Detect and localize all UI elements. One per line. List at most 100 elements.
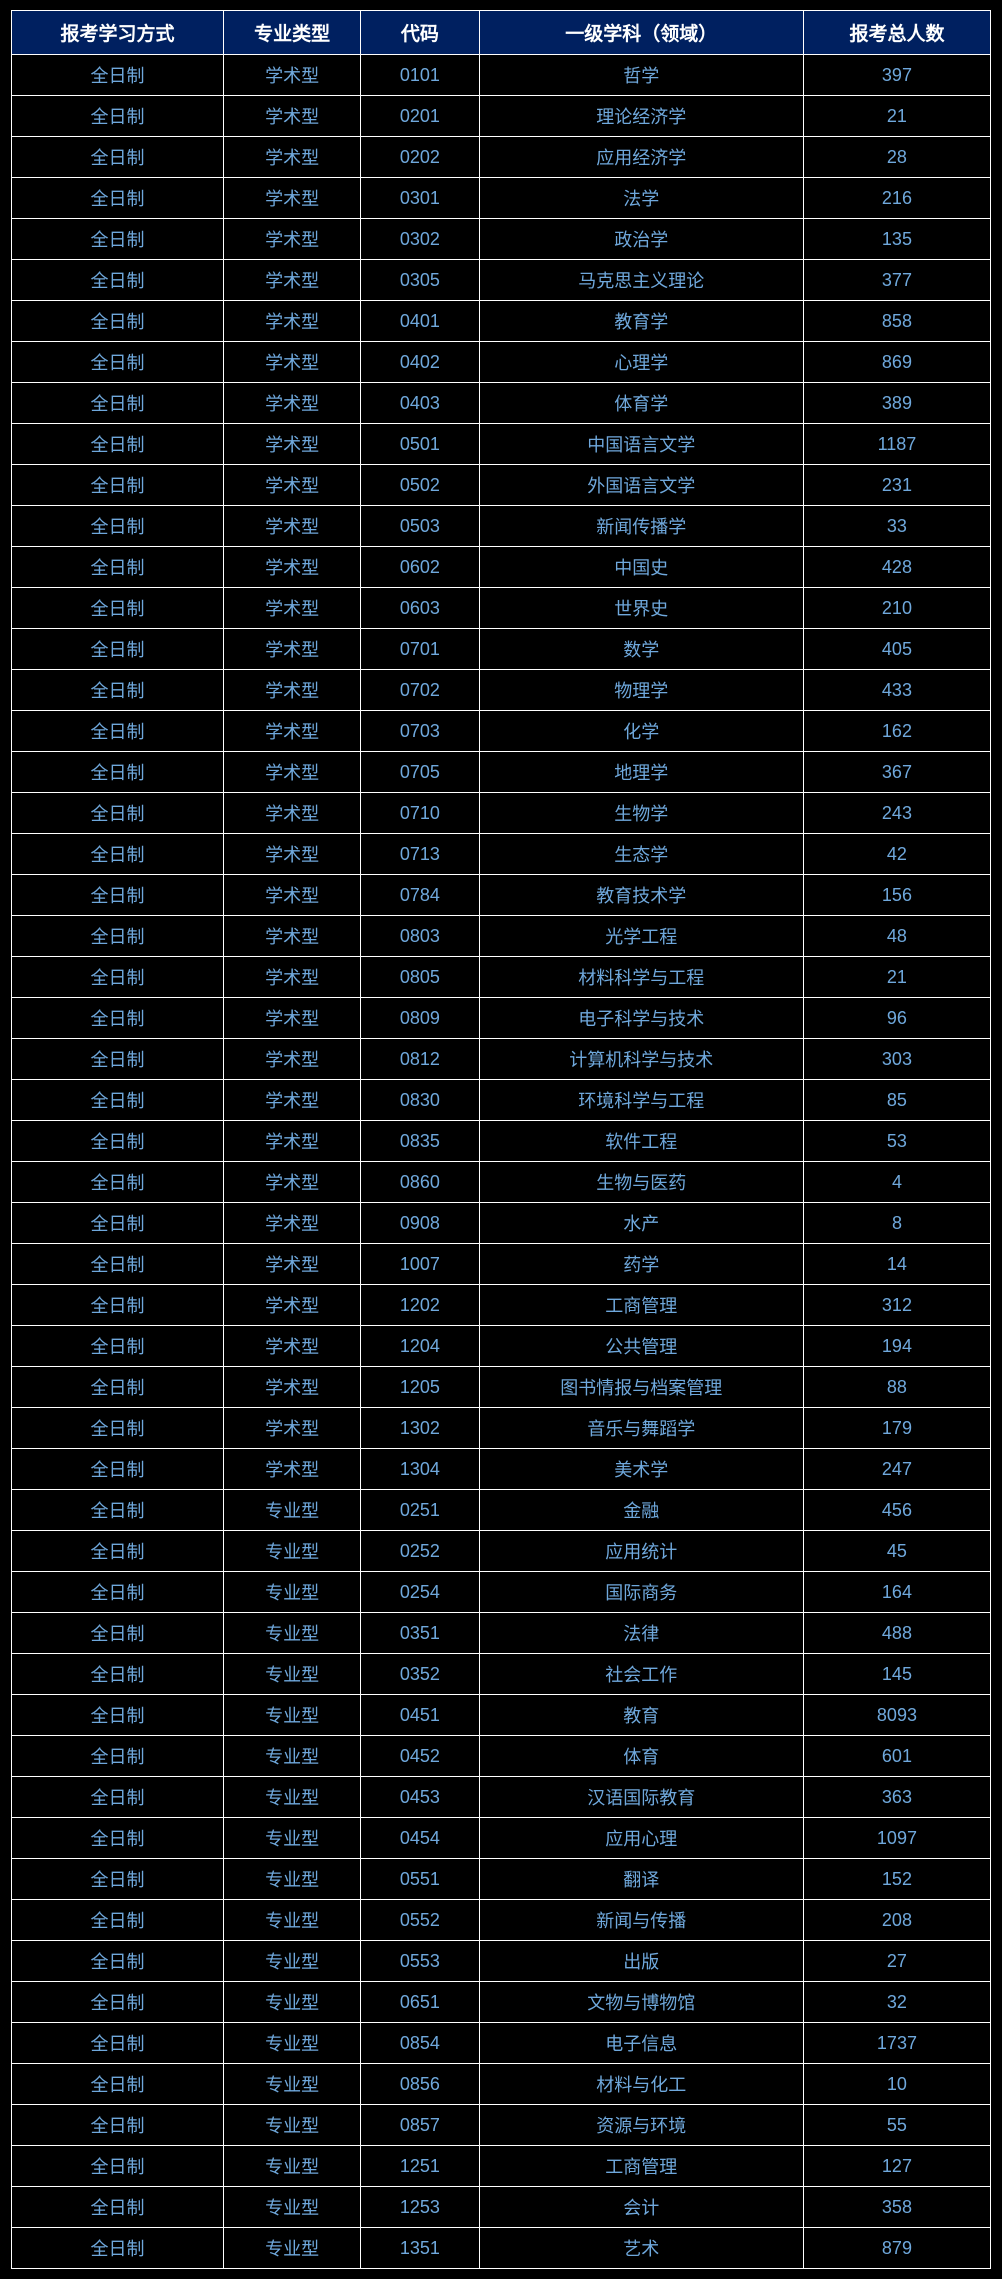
- table-cell: 学术型: [224, 711, 361, 752]
- table-cell: 专业型: [224, 1654, 361, 1695]
- table-cell: 数学: [479, 629, 803, 670]
- table-cell: 专业型: [224, 2064, 361, 2105]
- table-cell: 专业型: [224, 2105, 361, 2146]
- table-cell: 0401: [361, 301, 479, 342]
- table-cell: 358: [803, 2187, 990, 2228]
- table-cell: 生物学: [479, 793, 803, 834]
- table-cell: 0812: [361, 1039, 479, 1080]
- table-cell: 应用经济学: [479, 137, 803, 178]
- table-row: 全日制学术型0301法学216: [12, 178, 991, 219]
- table-cell: 0451: [361, 1695, 479, 1736]
- col-code: 代码: [361, 11, 479, 55]
- table-cell: 学术型: [224, 1244, 361, 1285]
- table-cell: 美术学: [479, 1449, 803, 1490]
- table-cell: 学术型: [224, 1039, 361, 1080]
- table-row: 全日制专业型0454应用心理1097: [12, 1818, 991, 1859]
- table-cell: 0452: [361, 1736, 479, 1777]
- table-row: 全日制学术型1202工商管理312: [12, 1285, 991, 1326]
- table-cell: 专业型: [224, 1818, 361, 1859]
- table-cell: 0856: [361, 2064, 479, 2105]
- table-cell: 学术型: [224, 629, 361, 670]
- table-cell: 全日制: [12, 55, 224, 96]
- table-row: 全日制专业型1251工商管理127: [12, 2146, 991, 2187]
- table-cell: 专业型: [224, 1490, 361, 1531]
- table-cell: 8: [803, 1203, 990, 1244]
- table-cell: 全日制: [12, 2064, 224, 2105]
- table-cell: 0551: [361, 1859, 479, 1900]
- table-cell: 学术型: [224, 1449, 361, 1490]
- table-cell: 马克思主义理论: [479, 260, 803, 301]
- table-cell: 应用心理: [479, 1818, 803, 1859]
- table-cell: 367: [803, 752, 990, 793]
- table-cell: 0402: [361, 342, 479, 383]
- table-row: 全日制学术型0602中国史428: [12, 547, 991, 588]
- table-cell: 0202: [361, 137, 479, 178]
- table-cell: 0201: [361, 96, 479, 137]
- table-cell: 363: [803, 1777, 990, 1818]
- table-cell: 全日制: [12, 1859, 224, 1900]
- table-cell: 21: [803, 96, 990, 137]
- table-cell: 全日制: [12, 2187, 224, 2228]
- table-cell: 1007: [361, 1244, 479, 1285]
- table-cell: 1204: [361, 1326, 479, 1367]
- table-cell: 10: [803, 2064, 990, 2105]
- table-cell: 33: [803, 506, 990, 547]
- table-cell: 0651: [361, 1982, 479, 2023]
- table-row: 全日制专业型0552新闻与传播208: [12, 1900, 991, 1941]
- table-cell: 247: [803, 1449, 990, 1490]
- table-cell: 学术型: [224, 1121, 361, 1162]
- table-row: 全日制专业型0651文物与博物馆32: [12, 1982, 991, 2023]
- table-cell: 光学工程: [479, 916, 803, 957]
- table-cell: 0710: [361, 793, 479, 834]
- table-header: 报考学习方式 专业类型 代码 一级学科（领域） 报考总人数: [12, 11, 991, 55]
- table-cell: 162: [803, 711, 990, 752]
- table-cell: 学术型: [224, 424, 361, 465]
- table-cell: 0702: [361, 670, 479, 711]
- table-cell: 488: [803, 1613, 990, 1654]
- table-cell: 全日制: [12, 1408, 224, 1449]
- enrollment-table: 报考学习方式 专业类型 代码 一级学科（领域） 报考总人数 全日制学术型0101…: [11, 10, 991, 2269]
- table-row: 全日制学术型0501中国语言文学1187: [12, 424, 991, 465]
- table-cell: 全日制: [12, 629, 224, 670]
- table-cell: 学术型: [224, 588, 361, 629]
- table-cell: 全日制: [12, 998, 224, 1039]
- table-cell: 学术型: [224, 55, 361, 96]
- table-cell: 全日制: [12, 1367, 224, 1408]
- table-cell: 学术型: [224, 96, 361, 137]
- table-cell: 0251: [361, 1490, 479, 1531]
- table-row: 全日制学术型0805材料科学与工程21: [12, 957, 991, 998]
- table-cell: 397: [803, 55, 990, 96]
- table-row: 全日制专业型0254国际商务164: [12, 1572, 991, 1613]
- table-row: 全日制学术型0860生物与医药4: [12, 1162, 991, 1203]
- table-row: 全日制专业型0251金融456: [12, 1490, 991, 1531]
- table-cell: 428: [803, 547, 990, 588]
- table-cell: 汉语国际教育: [479, 1777, 803, 1818]
- table-cell: 理论经济学: [479, 96, 803, 137]
- table-cell: 48: [803, 916, 990, 957]
- table-row: 全日制专业型0857资源与环境55: [12, 2105, 991, 2146]
- table-cell: 0713: [361, 834, 479, 875]
- table-cell: 全日制: [12, 711, 224, 752]
- table-cell: 135: [803, 219, 990, 260]
- table-cell: 新闻传播学: [479, 506, 803, 547]
- table-cell: 专业型: [224, 1613, 361, 1654]
- table-cell: 物理学: [479, 670, 803, 711]
- table-row: 全日制学术型0830环境科学与工程85: [12, 1080, 991, 1121]
- table-cell: 国际商务: [479, 1572, 803, 1613]
- table-cell: 0502: [361, 465, 479, 506]
- table-cell: 全日制: [12, 219, 224, 260]
- table-cell: 1205: [361, 1367, 479, 1408]
- table-cell: 材料与化工: [479, 2064, 803, 2105]
- table-row: 全日制学术型1204公共管理194: [12, 1326, 991, 1367]
- table-cell: 会计: [479, 2187, 803, 2228]
- table-cell: 0805: [361, 957, 479, 998]
- table-cell: 303: [803, 1039, 990, 1080]
- table-cell: 专业型: [224, 1900, 361, 1941]
- table-row: 全日制学术型0101哲学397: [12, 55, 991, 96]
- table-cell: 学术型: [224, 137, 361, 178]
- col-study-mode: 报考学习方式: [12, 11, 224, 55]
- table-cell: 图书情报与档案管理: [479, 1367, 803, 1408]
- table-row: 全日制学术型0908水产8: [12, 1203, 991, 1244]
- table-cell: 全日制: [12, 1203, 224, 1244]
- table-cell: 0503: [361, 506, 479, 547]
